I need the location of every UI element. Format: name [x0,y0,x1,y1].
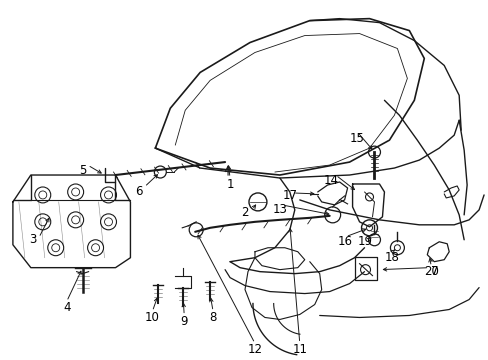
Text: 11: 11 [292,343,306,356]
Text: 10: 10 [144,311,160,324]
Text: 9: 9 [180,315,187,328]
Text: 1: 1 [226,179,233,192]
Text: 7: 7 [429,265,437,278]
Text: 12: 12 [247,343,262,356]
Text: 14: 14 [324,174,339,186]
Text: 8: 8 [209,311,216,324]
Text: 19: 19 [357,235,372,248]
Text: 17: 17 [282,189,297,202]
Text: 3: 3 [29,233,37,246]
Text: 13: 13 [272,203,287,216]
Text: 5: 5 [79,163,86,176]
Text: 16: 16 [337,235,352,248]
Text: 4: 4 [63,301,70,314]
Text: 15: 15 [349,132,364,145]
Text: 18: 18 [384,251,399,264]
Text: 6: 6 [134,185,142,198]
Text: 2: 2 [241,206,248,219]
Text: 20: 20 [423,265,438,278]
